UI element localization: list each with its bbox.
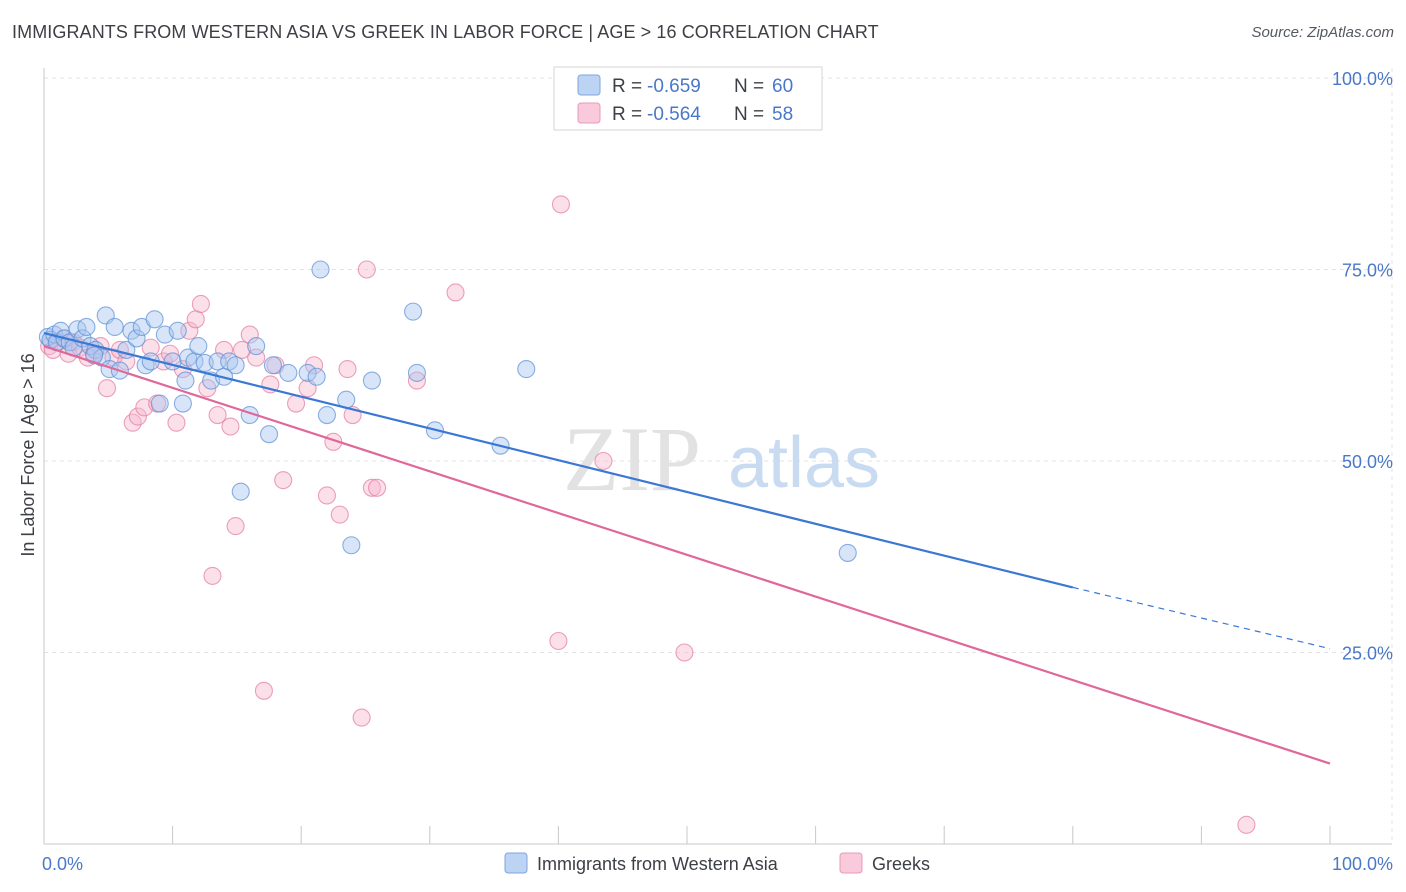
point-series-1-38 — [274, 471, 293, 490]
point-series-1-32 — [232, 340, 252, 359]
point-series-1-27 — [203, 566, 222, 585]
stats-n-value-2: 58 — [772, 104, 793, 125]
point-series-0-56 — [838, 543, 857, 562]
stats-n-label-2: N = — [734, 104, 764, 125]
x-tick-label-0: 0.0% — [42, 854, 83, 874]
point-series-0-46 — [311, 260, 330, 279]
series-legend: Immigrants from Western Asia Greeks — [504, 852, 930, 874]
point-series-1-50 — [368, 478, 387, 497]
point-series-1-35 — [254, 681, 273, 700]
point-series-1-33 — [240, 325, 259, 344]
point-series-0-55 — [517, 360, 536, 379]
stats-r-label-2: R = — [612, 104, 642, 125]
point-series-0-39 — [231, 482, 250, 501]
point-series-1-47 — [352, 708, 371, 727]
point-series-1-24 — [186, 310, 205, 329]
point-series-0-57 — [407, 363, 426, 382]
chart-source: Source: ZipAtlas.com — [1251, 24, 1394, 41]
stats-r-value-1: -0.659 — [647, 76, 701, 97]
point-series-1-10 — [97, 379, 117, 398]
point-series-1-54 — [549, 631, 568, 651]
point-series-0-52 — [404, 302, 423, 321]
stats-legend-swatch-western-asia — [577, 74, 601, 96]
watermark-zip: ZIP — [563, 408, 701, 510]
stats-r-label-1: R = — [612, 76, 642, 97]
legend-swatch-western-asia — [504, 852, 528, 874]
trend-line-greeks — [43, 345, 1331, 765]
stats-n-value-1: 60 — [772, 76, 793, 97]
y-axis-label: In Labor Force | Age > 16 — [18, 353, 38, 556]
trend-lines — [43, 332, 1331, 765]
y-tick-labels: 100.0% 75.0% 50.0% 25.0% — [1332, 69, 1393, 664]
point-series-1-29 — [214, 340, 234, 359]
point-series-0-28 — [168, 321, 187, 340]
point-series-0-50 — [342, 536, 361, 555]
point-series-1-41 — [305, 356, 324, 375]
chart-title: IMMIGRANTS FROM WESTERN ASIA VS GREEK IN… — [12, 22, 879, 42]
axes — [43, 68, 1392, 845]
point-series-1-21 — [167, 413, 186, 432]
point-series-1-53 — [551, 195, 571, 214]
point-series-0-10 — [77, 317, 96, 337]
x-tick-label-1: 100.0% — [1332, 854, 1393, 874]
point-series-1-57 — [1237, 815, 1256, 834]
legend-label-western-asia: Immigrants from Western Asia — [537, 854, 779, 874]
stats-legend: R = -0.659 N = 60 R = -0.564 N = 58 — [553, 66, 823, 131]
point-series-1-30 — [221, 417, 240, 436]
point-series-0-58 — [176, 371, 195, 390]
point-series-0-29 — [173, 394, 192, 413]
point-series-0-42 — [263, 356, 282, 375]
y-tick-label-2: 50.0% — [1342, 452, 1393, 472]
y-tick-label-1: 75.0% — [1342, 261, 1393, 281]
point-series-0-44 — [279, 363, 298, 382]
point-series-0-38 — [226, 356, 245, 375]
point-series-1-48 — [357, 260, 376, 279]
stats-legend-swatch-greeks — [577, 102, 601, 124]
trend-line-western-asia-extension — [1072, 586, 1331, 650]
point-series-0-24 — [145, 310, 164, 329]
legend-swatch-greeks — [839, 852, 863, 874]
point-series-0-20 — [127, 329, 146, 348]
point-series-1-42 — [317, 486, 336, 505]
stats-n-label-1: N = — [734, 76, 764, 97]
point-series-1-49 — [362, 478, 381, 497]
data-points — [38, 195, 1256, 834]
point-series-1-55 — [594, 451, 613, 471]
point-series-1-31 — [226, 517, 245, 536]
point-series-0-43 — [259, 425, 279, 444]
point-series-0-41 — [247, 337, 266, 356]
y-tick-label-3: 25.0% — [1342, 644, 1393, 664]
watermark-atlas: atlas — [728, 423, 880, 503]
point-series-0-16 — [105, 317, 124, 337]
y-tick-label-0: 100.0% — [1332, 69, 1393, 89]
point-series-0-51 — [362, 371, 381, 390]
point-series-1-17 — [141, 338, 160, 357]
point-series-0-45 — [298, 363, 317, 382]
point-series-1-44 — [330, 505, 349, 524]
point-series-1-28 — [208, 405, 227, 425]
point-series-0-47 — [307, 367, 326, 386]
stats-r-value-2: -0.564 — [647, 104, 701, 125]
point-series-0-59 — [85, 346, 104, 365]
point-series-1-52 — [446, 283, 465, 302]
legend-label-greeks: Greeks — [872, 854, 930, 874]
point-series-1-15 — [128, 407, 147, 426]
gridlines — [44, 68, 1393, 844]
point-series-1-56 — [675, 643, 694, 662]
point-series-0-48 — [317, 405, 336, 425]
x-tick-labels: 0.0% 100.0% — [42, 854, 1393, 874]
point-series-1-45 — [338, 360, 357, 379]
point-series-0-32 — [189, 337, 208, 356]
point-series-0-25 — [150, 394, 169, 413]
trend-line-western-asia — [43, 332, 1074, 589]
point-series-1-25 — [191, 294, 210, 314]
point-series-1-51 — [407, 371, 426, 390]
watermark: ZIP atlas — [563, 408, 880, 510]
